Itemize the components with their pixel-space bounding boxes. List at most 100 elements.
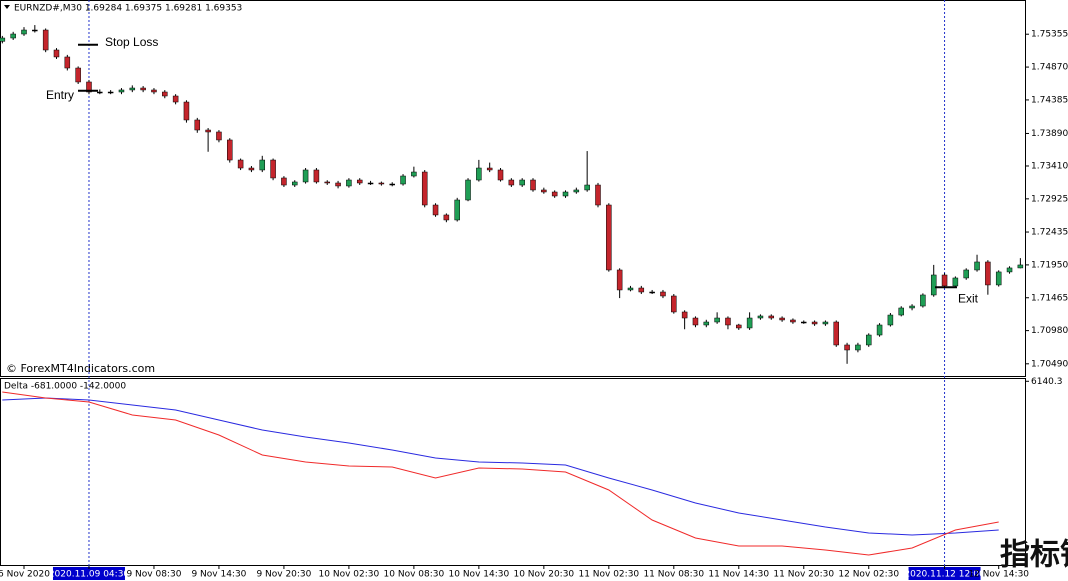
- indicator-line: [2, 391, 999, 556]
- candle-body: [606, 204, 612, 271]
- candle-body: [162, 91, 168, 97]
- candle-body: [21, 29, 27, 35]
- candle-body: [205, 129, 211, 133]
- candle-body: [32, 29, 38, 32]
- watermark-text: © ForexMT4Indicators.com: [6, 362, 155, 375]
- candle-body: [541, 189, 547, 193]
- x-tick-label: 9 Nov 14:30: [191, 570, 246, 580]
- candle-body: [302, 169, 309, 183]
- y-tick-label: 1.71465: [1031, 293, 1068, 303]
- candle-body: [508, 179, 515, 186]
- candle-body: [476, 167, 482, 181]
- candle-body: [822, 321, 829, 325]
- x-tick-label: 10 Nov 20:30: [513, 570, 574, 580]
- candle-body: [801, 321, 807, 324]
- candle-body: [1006, 267, 1013, 273]
- crosshair-date-box: [908, 567, 981, 580]
- annotation-label: Entry: [46, 88, 74, 102]
- candle-body: [638, 287, 645, 293]
- crosshair-date-box: [52, 567, 125, 580]
- price-panel-frame: [0, 0, 1026, 377]
- candle-body: [421, 171, 428, 206]
- candle-body: [151, 89, 157, 93]
- annotation-label: Exit: [958, 291, 979, 305]
- candle-body: [736, 324, 742, 329]
- candle-body: [920, 294, 926, 307]
- candle-body: [367, 182, 374, 185]
- candle-body: [757, 315, 764, 319]
- candle-body: [660, 291, 666, 297]
- candle-body: [562, 191, 569, 197]
- candle-body: [432, 204, 439, 216]
- y-tick-label: 1.74870: [1031, 63, 1068, 73]
- candle-body: [129, 87, 136, 91]
- candle-body: [725, 317, 731, 326]
- x-tick-label: 6 Nov 2020: [0, 570, 50, 580]
- x-tick-label: 10 Nov 02:30: [319, 570, 380, 580]
- candle-body: [465, 179, 471, 201]
- candle-body: [237, 159, 244, 169]
- x-tick-label: 11 Nov 20:30: [773, 570, 834, 580]
- x-tick-label: 9 Nov 08:30: [126, 570, 181, 580]
- candle-body: [930, 274, 937, 296]
- header-title: EURNZD#,M30 1.69284 1.69375 1.69281 1.69…: [14, 4, 242, 14]
- candle-body: [378, 182, 385, 185]
- y-tick-label: 1.75355: [1031, 30, 1068, 40]
- candle-body: [64, 56, 71, 69]
- candle-body: [86, 81, 92, 93]
- candle-body: [324, 181, 330, 184]
- y-tick-label: 1.70980: [1031, 326, 1068, 336]
- candle-body: [313, 169, 320, 183]
- x-tick-label: 2020.11.12 12:00: [904, 570, 985, 580]
- x-tick-label: 10 Nov 08:30: [384, 570, 445, 580]
- candle-body: [183, 101, 190, 121]
- candle-body: [952, 277, 959, 287]
- y-tick-label: 1.72925: [1031, 194, 1068, 204]
- x-tick-label: 9 Nov 20:30: [256, 570, 311, 580]
- candle-body: [194, 119, 201, 131]
- candle-body: [746, 317, 753, 329]
- y-tick-label: 1.70490: [1031, 359, 1068, 369]
- candle-body: [779, 317, 785, 321]
- candle-body: [497, 169, 504, 181]
- candle-body: [703, 321, 710, 326]
- candle-body: [486, 167, 493, 171]
- x-tick-label: 11 Nov 14:30: [708, 570, 769, 580]
- candle-body: [844, 344, 850, 351]
- candle-body: [584, 184, 590, 191]
- candle-body: [400, 175, 406, 185]
- candle-body: [573, 189, 580, 193]
- candle-body: [411, 171, 417, 177]
- candle-body: [985, 261, 991, 286]
- y-tick-label: 1.71950: [1031, 260, 1068, 270]
- candle-body: [281, 177, 287, 186]
- x-tick-label: 11 Nov 02:30: [578, 570, 639, 580]
- indicator-title: Delta -681.0000 -142.0000: [4, 382, 126, 392]
- header-icon: [4, 5, 10, 9]
- candle-body: [692, 317, 699, 326]
- candle-body: [519, 179, 525, 186]
- y-tick-label: 1.73890: [1031, 129, 1068, 139]
- candle-body: [1017, 264, 1024, 269]
- candle-body: [941, 274, 948, 287]
- annotation-label: Stop Loss: [105, 35, 158, 49]
- candle-body: [811, 321, 818, 325]
- x-tick-label: 12 Nov 02:30: [838, 570, 899, 580]
- candle-body: [270, 159, 276, 179]
- candle-body: [443, 214, 450, 221]
- candle-body: [833, 321, 839, 346]
- candle-body: [855, 344, 861, 351]
- site-logo: 指标铺: [1000, 538, 1068, 573]
- candle-body: [75, 67, 81, 83]
- candle-body: [259, 159, 266, 171]
- x-tick-label: 10 Nov 14:30: [449, 570, 510, 580]
- y-tick-label: 1.73410: [1031, 161, 1068, 171]
- candle-body: [865, 334, 872, 346]
- candle-body: [681, 311, 688, 319]
- candle-body: [248, 167, 255, 171]
- candle-body: [616, 269, 623, 291]
- candle-body: [227, 139, 233, 161]
- candle-body: [551, 191, 558, 197]
- y-tick-label: 6140.3: [1031, 377, 1063, 387]
